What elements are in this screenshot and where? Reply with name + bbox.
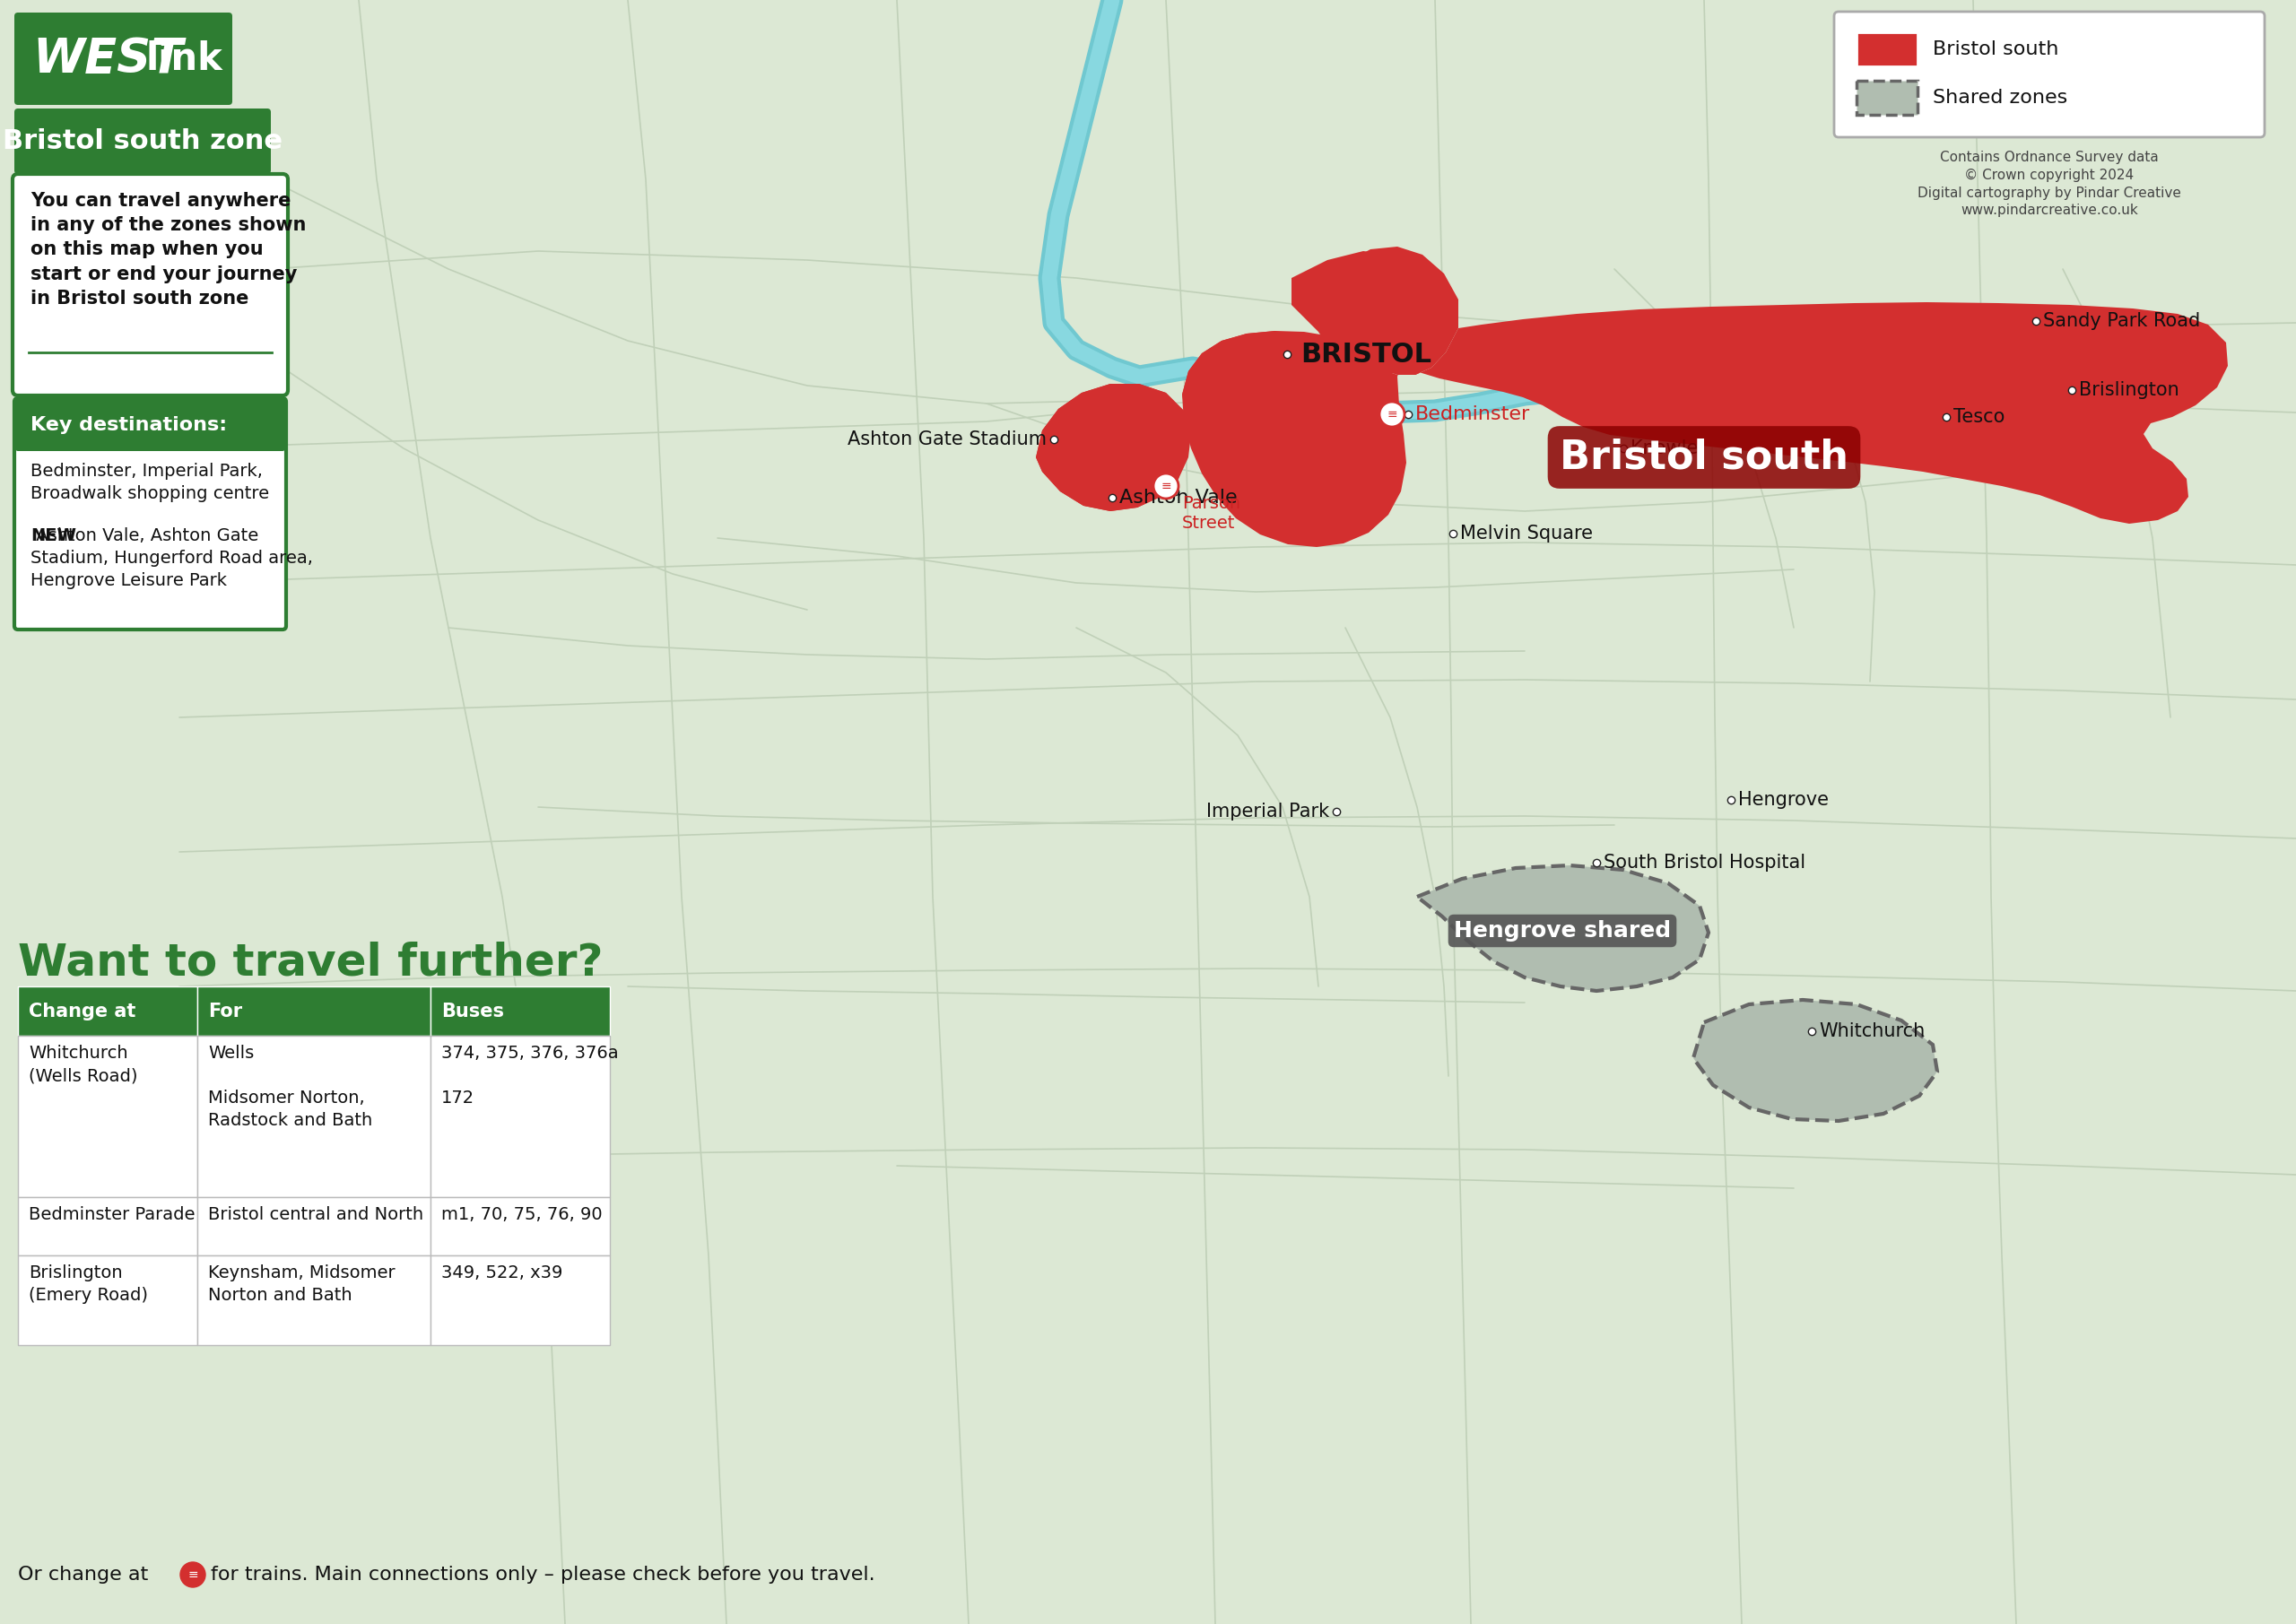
Text: ≡: ≡ <box>1387 408 1398 421</box>
FancyBboxPatch shape <box>11 174 287 396</box>
Text: 374, 375, 376, 376a

172: 374, 375, 376, 376a 172 <box>441 1044 618 1106</box>
Text: BRISTOL: BRISTOL <box>1300 341 1430 367</box>
Text: ≡: ≡ <box>188 1569 197 1580</box>
Text: 349, 522, x39: 349, 522, x39 <box>441 1265 563 1281</box>
Circle shape <box>1153 474 1178 499</box>
Circle shape <box>181 1562 204 1587</box>
FancyBboxPatch shape <box>1835 11 2264 136</box>
Text: Bristol south: Bristol south <box>1559 438 1848 476</box>
Bar <box>197 1255 432 1345</box>
Polygon shape <box>1327 247 1458 375</box>
Text: link: link <box>145 41 223 78</box>
Text: Parson
Street: Parson Street <box>1182 495 1240 531</box>
Polygon shape <box>1290 252 1453 377</box>
Text: Sandy Park Road: Sandy Park Road <box>2043 312 2200 330</box>
Bar <box>432 1036 611 1197</box>
Text: Keynsham, Midsomer
Norton and Bath: Keynsham, Midsomer Norton and Bath <box>209 1265 395 1304</box>
Polygon shape <box>1417 866 1708 991</box>
Text: Brislington
(Emery Road): Brislington (Emery Road) <box>28 1265 147 1304</box>
Text: Imperial Park: Imperial Park <box>1205 802 1329 820</box>
Text: Whitchurch: Whitchurch <box>1818 1021 1924 1041</box>
Text: Want to travel further?: Want to travel further? <box>18 942 604 984</box>
Text: Bedminster: Bedminster <box>1414 406 1531 424</box>
Text: NEW: NEW <box>30 528 76 544</box>
Text: Ashton Vale, Ashton Gate
Stadium, Hungerford Road area,
Hengrove Leisure Park: Ashton Vale, Ashton Gate Stadium, Hunger… <box>30 528 312 590</box>
FancyBboxPatch shape <box>16 400 285 451</box>
Text: Bristol central and North: Bristol central and North <box>209 1207 422 1223</box>
Bar <box>197 1036 432 1197</box>
Text: Melvin Square: Melvin Square <box>1460 525 1593 542</box>
Text: for trains. Main connections only – please check before you travel.: for trains. Main connections only – plea… <box>211 1566 875 1583</box>
Text: Change at: Change at <box>28 1002 135 1020</box>
Text: Or change at: Or change at <box>18 1566 149 1583</box>
FancyBboxPatch shape <box>14 13 232 106</box>
FancyBboxPatch shape <box>1857 32 1917 67</box>
Text: For: For <box>209 1002 243 1020</box>
Text: Key destinations:: Key destinations: <box>30 416 227 434</box>
Bar <box>197 986 432 1036</box>
FancyBboxPatch shape <box>1857 81 1917 115</box>
Text: Hengrove: Hengrove <box>1738 791 1828 809</box>
Polygon shape <box>1182 302 2227 547</box>
Text: m1, 70, 75, 76, 90: m1, 70, 75, 76, 90 <box>441 1207 602 1223</box>
FancyBboxPatch shape <box>14 398 287 630</box>
Bar <box>18 1036 197 1197</box>
Text: Wells

Midsomer Norton,
Radstock and Bath: Wells Midsomer Norton, Radstock and Bath <box>209 1044 372 1129</box>
Text: Bedminster Parade: Bedminster Parade <box>28 1207 195 1223</box>
Polygon shape <box>1694 1000 1938 1121</box>
Text: Bristol south zone: Bristol south zone <box>2 128 282 154</box>
Text: Buses: Buses <box>441 1002 505 1020</box>
Text: Ashton Gate Stadium: Ashton Gate Stadium <box>847 430 1047 448</box>
Bar <box>432 986 611 1036</box>
Text: Bedminster, Imperial Park,
Broadwalk shopping centre: Bedminster, Imperial Park, Broadwalk sho… <box>30 463 269 502</box>
Bar <box>18 986 197 1036</box>
Bar <box>197 1197 432 1255</box>
Bar <box>432 1255 611 1345</box>
Polygon shape <box>1035 331 1274 512</box>
Text: WEST: WEST <box>32 36 184 83</box>
Text: Hengrove shared: Hengrove shared <box>1453 921 1671 942</box>
FancyBboxPatch shape <box>14 109 271 174</box>
Bar <box>18 1197 197 1255</box>
Polygon shape <box>1035 383 1192 512</box>
Text: Contains Ordnance Survey data
© Crown copyright 2024
Digital cartography by Pind: Contains Ordnance Survey data © Crown co… <box>1917 151 2181 218</box>
Text: Ashton Vale: Ashton Vale <box>1120 489 1238 507</box>
Text: Bristol south: Bristol south <box>1933 41 2060 58</box>
Bar <box>18 1255 197 1345</box>
Text: South Bristol Hospital: South Bristol Hospital <box>1603 854 1805 872</box>
Text: Whitchurch
(Wells Road): Whitchurch (Wells Road) <box>28 1044 138 1085</box>
Circle shape <box>1380 401 1405 427</box>
Text: ≡: ≡ <box>1162 479 1171 492</box>
Text: Brislington: Brislington <box>2078 382 2179 400</box>
Text: Shared zones: Shared zones <box>1933 89 2066 107</box>
Text: Knowle: Knowle <box>1630 440 1699 458</box>
Bar <box>432 1197 611 1255</box>
Text: You can travel anywhere
in any of the zones shown
on this map when you
start or : You can travel anywhere in any of the zo… <box>30 192 305 307</box>
Text: Tesco: Tesco <box>1954 408 2004 425</box>
